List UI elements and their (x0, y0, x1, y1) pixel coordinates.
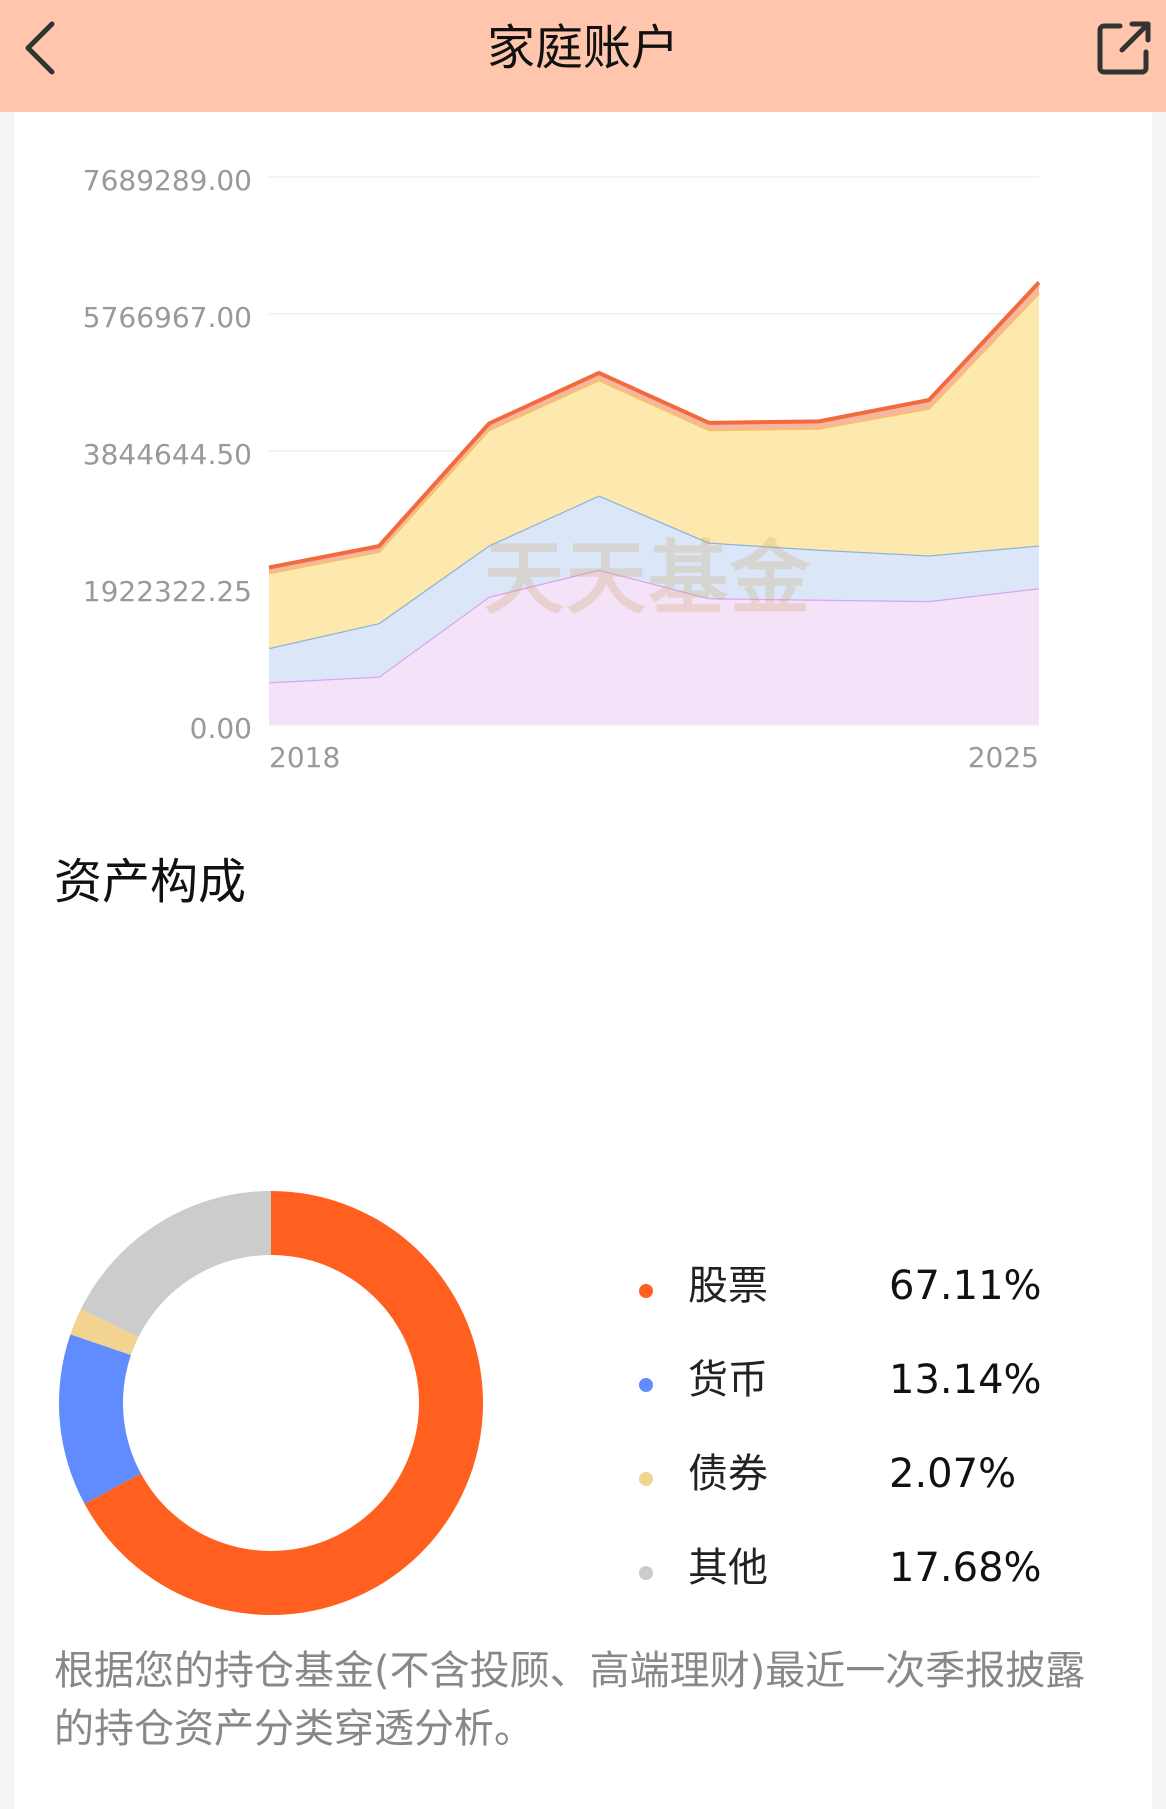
area-series-0 (269, 569, 1039, 725)
donut-slice-0 (84, 1191, 483, 1615)
legend-value: 17.68% (889, 1545, 1042, 1591)
y-tick-label: 3844644.50 (83, 438, 252, 471)
asset-trend-chart-svg: 7689289.00 5766967.00 3844644.50 1922322.25… (83, 164, 1041, 774)
x-tick-label: 2018 (269, 741, 340, 774)
legend-label: 股票 (688, 1263, 768, 1309)
y-tick-label: 7689289.00 (83, 164, 252, 197)
y-tick-label: 5766967.00 (83, 301, 252, 334)
watermark: 天天基金 (484, 531, 812, 625)
back-button[interactable] (14, 18, 74, 78)
series-line-0 (268, 568, 1040, 684)
share-button[interactable] (1092, 16, 1156, 80)
composition-note: 根据您的持仓基金(不含投顾、高端理财)最近一次季报披露的持仓资产分类穿透分析。 (54, 1648, 1086, 1752)
legend-value: 67.11% (889, 1263, 1042, 1309)
area-series-1 (269, 495, 1039, 683)
share-external-icon (1097, 21, 1151, 75)
legend-item-stock: 股票 67.11% (624, 1252, 1104, 1346)
asset-trend-chart: 7689289.00 5766967.00 3844644.50 1922322.25… (14, 112, 1152, 802)
account-card: 7689289.00 5766967.00 3844644.50 1922322.25… (14, 112, 1152, 1809)
chevron-left-icon (25, 21, 55, 75)
legend-item-other: 其他 17.68% (624, 1534, 1104, 1628)
donut-chart-svg (58, 1191, 483, 1615)
x-tick-label: 2025 (968, 741, 1039, 774)
legend-label: 债券 (688, 1451, 768, 1497)
legend-label: 其他 (688, 1545, 768, 1591)
composition-legend: 股票 67.11% 货币 13.14% 债券 2.07% 其他 17.68% (624, 1252, 1104, 1628)
y-tick-label: 0.00 (190, 712, 252, 745)
legend-dot (639, 1472, 653, 1486)
legend-value: 2.07% (889, 1451, 1017, 1497)
area-series-2 (269, 293, 1039, 649)
composition-donut-chart (50, 1182, 492, 1624)
series-line-3 (268, 281, 1041, 570)
donut-slice-3 (81, 1191, 271, 1338)
legend-dot (639, 1378, 653, 1392)
legend-dot (639, 1284, 653, 1298)
y-tick-label: 1922322.25 (83, 575, 252, 608)
page-title: 家庭账户 (486, 20, 679, 76)
legend-dot (639, 1566, 653, 1580)
legend-item-bond: 债券 2.07% (624, 1440, 1104, 1534)
section-title-composition: 资产构成 (54, 854, 247, 910)
legend-value: 13.14% (889, 1357, 1042, 1403)
donut-slice-1 (58, 1334, 141, 1504)
legend-label: 货币 (688, 1357, 768, 1403)
legend-item-money: 货币 13.14% (624, 1346, 1104, 1440)
donut-slice-2 (70, 1308, 139, 1356)
top-app-bar: 家庭账户 (0, 0, 1166, 112)
